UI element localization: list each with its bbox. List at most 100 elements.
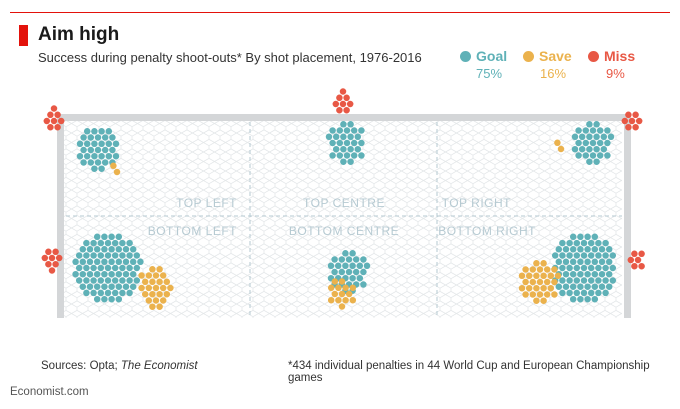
goal-dot bbox=[347, 158, 354, 165]
goal-dot bbox=[91, 165, 98, 172]
goal-dot bbox=[604, 139, 611, 147]
miss-dot bbox=[43, 117, 51, 125]
goal-dot bbox=[577, 233, 584, 241]
save-dot bbox=[543, 266, 551, 273]
goal-dot bbox=[72, 258, 79, 266]
goal-dot bbox=[587, 239, 595, 247]
goal-dot bbox=[569, 246, 577, 253]
goal-dot bbox=[119, 252, 126, 259]
goal-dot bbox=[356, 262, 364, 270]
goal-dot bbox=[340, 158, 347, 165]
goal-dot bbox=[112, 140, 120, 148]
goal-dot bbox=[589, 152, 597, 159]
goal-dot bbox=[338, 256, 346, 263]
goal-dot bbox=[595, 264, 602, 272]
goal-dot bbox=[79, 258, 87, 266]
legend-pct-save: 16% bbox=[540, 66, 567, 81]
goal-dot bbox=[101, 283, 108, 290]
miss-dot bbox=[48, 267, 56, 274]
goal-dot bbox=[358, 139, 365, 147]
zone-top-centre bbox=[325, 88, 365, 165]
save-dot bbox=[338, 290, 346, 298]
save-dot bbox=[342, 296, 349, 304]
goal-dot bbox=[98, 152, 105, 160]
goal-dot bbox=[83, 289, 90, 297]
goal-dot bbox=[93, 246, 101, 253]
save-dot-icon bbox=[523, 51, 534, 62]
save-dot bbox=[533, 297, 540, 304]
save-dot bbox=[145, 284, 153, 292]
goal-dot bbox=[584, 233, 591, 241]
top-rule bbox=[10, 12, 670, 13]
goal-dot bbox=[101, 159, 109, 166]
goal-dot bbox=[350, 139, 358, 147]
economist-brand: Economist.com bbox=[10, 386, 89, 398]
goal-dot bbox=[566, 239, 573, 247]
goal-dot bbox=[605, 283, 613, 290]
save-dot bbox=[156, 266, 163, 273]
goal-dot bbox=[571, 145, 579, 153]
save-dot bbox=[518, 272, 526, 280]
goal-dot bbox=[584, 258, 591, 266]
goal-dot bbox=[126, 277, 133, 284]
miss-dot bbox=[621, 117, 629, 125]
miss-dot bbox=[631, 262, 638, 270]
goal-dot bbox=[137, 258, 144, 266]
goal-dot bbox=[352, 268, 360, 276]
goal-dot bbox=[126, 252, 133, 259]
goal-dot bbox=[336, 127, 344, 134]
goal-dot bbox=[605, 258, 613, 266]
goal-dot bbox=[591, 270, 599, 278]
goal-dot bbox=[602, 252, 609, 259]
goal-dot bbox=[98, 165, 105, 172]
goal-dot bbox=[573, 239, 581, 247]
miss-dot bbox=[45, 260, 52, 268]
goal-dot bbox=[336, 152, 344, 159]
penalty-dots bbox=[41, 88, 645, 310]
goal-dot bbox=[562, 283, 570, 290]
goal-dot bbox=[101, 233, 108, 241]
goal-dot bbox=[108, 233, 115, 241]
goal-dot bbox=[595, 277, 602, 284]
save-dot bbox=[152, 297, 160, 304]
goal-dot bbox=[577, 246, 584, 253]
goal-dot bbox=[104, 239, 112, 247]
goal-dot bbox=[363, 262, 371, 270]
goal-dot bbox=[126, 239, 133, 247]
goal-dot bbox=[582, 127, 590, 134]
miss-dot bbox=[52, 248, 59, 256]
goal-dot bbox=[589, 127, 597, 134]
goal-dot bbox=[97, 264, 105, 272]
goal-dot bbox=[108, 270, 115, 278]
miss-dot-icon bbox=[588, 51, 599, 62]
goal-dot bbox=[347, 121, 354, 128]
goal-dot bbox=[586, 121, 593, 128]
goal-dot bbox=[559, 289, 566, 297]
goal-dot bbox=[591, 295, 599, 303]
save-dot bbox=[536, 266, 544, 273]
save-dot bbox=[529, 278, 537, 286]
goal-dot bbox=[109, 134, 116, 141]
zone-label-top-centre: TOP CENTRE bbox=[303, 196, 385, 210]
goal-dot bbox=[598, 258, 606, 266]
goal-dot bbox=[573, 252, 581, 259]
goal-dot bbox=[609, 252, 617, 259]
goal-dot bbox=[604, 152, 611, 159]
save-dot bbox=[335, 296, 342, 304]
goal-dot bbox=[108, 295, 115, 303]
crossbar bbox=[57, 114, 631, 121]
legend-pct-goal: 75% bbox=[476, 66, 503, 81]
save-dot bbox=[163, 278, 171, 286]
goal-dot bbox=[555, 258, 563, 266]
goal-dot bbox=[587, 277, 595, 284]
save-dot bbox=[551, 278, 558, 286]
goal-dot bbox=[586, 133, 593, 141]
save-dot bbox=[145, 272, 153, 279]
goal-dot bbox=[104, 252, 112, 259]
goal-dot bbox=[115, 295, 123, 303]
goal-dot bbox=[80, 159, 87, 166]
goal-dot bbox=[86, 246, 94, 253]
goal-dot bbox=[334, 262, 342, 270]
goal-dot bbox=[566, 289, 573, 297]
goal-dot bbox=[349, 274, 356, 282]
